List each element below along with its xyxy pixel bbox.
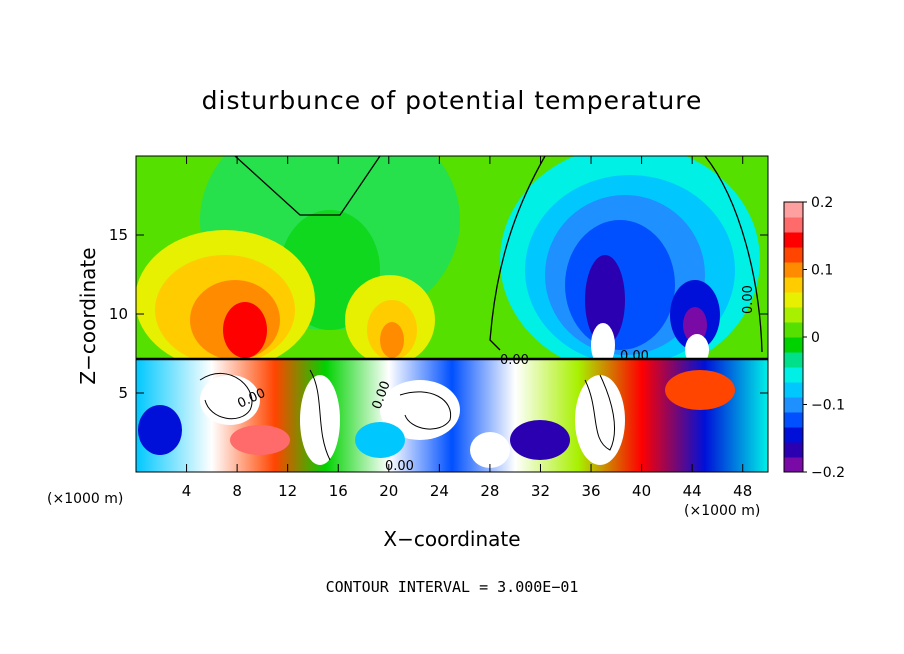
y-tick-label: 15 — [109, 226, 128, 244]
cool-core-right-deep — [683, 307, 707, 343]
colorbar-swatch — [784, 337, 803, 353]
x-tick-label: 8 — [232, 482, 242, 500]
contour-label: 0.00 — [500, 353, 529, 368]
x-tick-label: 16 — [329, 482, 348, 500]
x-unit-label-right: (×1000 m) — [684, 503, 761, 519]
colorbar-swatch — [784, 427, 803, 443]
x-tick-label: 40 — [632, 482, 651, 500]
x-tick-label: 28 — [480, 482, 499, 500]
colorbar-tick-label: 0 — [811, 330, 820, 346]
colorbar-swatch — [784, 247, 803, 263]
temperature-field — [136, 156, 768, 472]
eddy-contour-4 — [399, 391, 452, 430]
x-tick-label: 24 — [430, 482, 449, 500]
colorbar-swatch — [784, 217, 803, 233]
lower-eddy-1 — [200, 375, 260, 425]
x-tick-label: 44 — [683, 482, 702, 500]
eddy-contour-1 — [199, 373, 253, 420]
cool-core-left — [585, 255, 625, 345]
lower-eddy-8 — [138, 405, 182, 455]
white-spike-1 — [591, 323, 615, 367]
colorbar-swatch — [784, 397, 803, 413]
colorbar-tick-label: −0.1 — [811, 398, 845, 414]
colorbar-swatch — [784, 202, 803, 218]
x-tick-label: 36 — [581, 482, 600, 500]
colorbar-swatch — [784, 442, 803, 458]
lower-eddy-4 — [575, 375, 625, 465]
x-tick-label: 32 — [531, 482, 550, 500]
warm-blob-core — [223, 302, 267, 358]
lower-eddy-5 — [470, 432, 510, 468]
contour-label: 0.00 — [385, 459, 414, 474]
contour-zero-right — [489, 156, 763, 353]
colorbar-swatch — [784, 457, 803, 473]
x-axis-label: X−coordinate — [383, 527, 521, 551]
colorbar-swatch — [784, 367, 803, 383]
x-unit-label-left: (×1000 m) — [47, 491, 124, 507]
colorbar-swatch — [784, 262, 803, 278]
chart-title: disturbunce of potential temperature — [201, 86, 703, 115]
x-tick-label: 4 — [182, 482, 192, 500]
colorbar-swatch — [784, 232, 803, 248]
eddy-contour-3 — [584, 374, 616, 451]
contour-interval-note: CONTOUR INTERVAL = 3.000E−01 — [325, 578, 579, 596]
colorbar-swatch — [784, 292, 803, 308]
eddy-contour-2 — [309, 369, 331, 461]
x-tick-label: 48 — [733, 482, 752, 500]
colorbar-swatch — [784, 307, 803, 323]
colorbar-tick-label: 0.1 — [811, 263, 833, 279]
lower-eddy-6 — [230, 425, 290, 455]
colorbar-tick-label: 0.2 — [811, 195, 833, 211]
y-tick-label: 5 — [118, 384, 128, 402]
colorbar-swatch — [784, 352, 803, 368]
warm-blob2-core — [380, 322, 404, 358]
colorbar-swatch — [784, 277, 803, 293]
lower-eddy-2 — [300, 375, 340, 465]
contour-label: 0.00 — [741, 285, 756, 314]
x-tick-label: 12 — [278, 482, 297, 500]
colorbar-swatch — [784, 322, 803, 338]
contour-zero-left — [234, 156, 381, 216]
y-tick-label: 10 — [109, 305, 128, 323]
colorbar-tick-label: −0.2 — [811, 465, 845, 481]
colorbar-swatch — [784, 382, 803, 398]
contour-label: 0.00 — [620, 349, 649, 364]
colorbar-swatch — [784, 412, 803, 428]
x-tick-label: 20 — [379, 482, 398, 500]
lower-eddy-7 — [665, 370, 735, 410]
lower-eddy-9 — [510, 420, 570, 460]
lower-eddy-10 — [355, 422, 405, 458]
